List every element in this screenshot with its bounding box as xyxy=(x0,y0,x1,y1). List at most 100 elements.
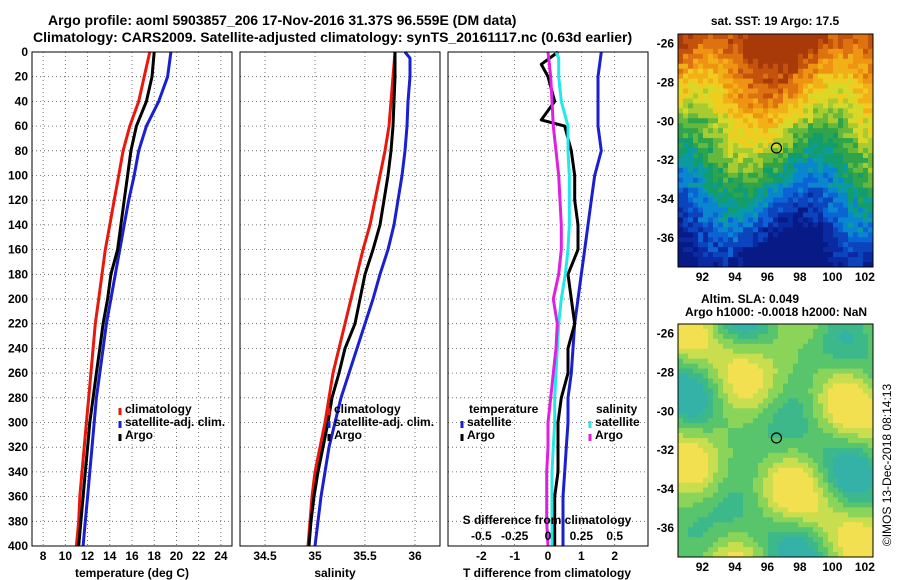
salinity-panel: 34.5 35 35.5 36 salinity climatology satell… xyxy=(239,51,441,580)
map-cell xyxy=(768,177,774,184)
map-cell xyxy=(848,192,854,198)
map-cell xyxy=(833,167,839,174)
map-cell xyxy=(803,472,809,479)
map-cell xyxy=(848,358,854,365)
map-cell xyxy=(853,378,859,384)
map-cell xyxy=(758,63,764,70)
series-line-temperature-satellite xyxy=(561,51,603,546)
map-cell xyxy=(848,467,854,474)
map-cell xyxy=(818,428,824,434)
map-cell xyxy=(718,452,724,459)
map-cell xyxy=(808,232,814,238)
map-cell xyxy=(693,53,699,60)
map-cell xyxy=(688,383,694,389)
map-cell xyxy=(848,502,854,508)
map-cell xyxy=(738,113,744,119)
map-cell xyxy=(858,227,864,233)
map-cell xyxy=(738,133,744,139)
map-cell xyxy=(853,413,859,419)
map-cell xyxy=(718,324,724,330)
map-cell xyxy=(733,123,739,129)
map-cell xyxy=(688,388,694,394)
map-cell xyxy=(708,472,714,479)
map-cell xyxy=(823,507,829,513)
map-cell xyxy=(688,83,694,89)
map-cell xyxy=(768,48,774,55)
map-cell xyxy=(768,418,774,424)
map-cell xyxy=(708,38,714,45)
map-cell xyxy=(743,123,749,129)
map-cell xyxy=(803,128,809,134)
difference-legend-temperature: temperature satellite Argo xyxy=(460,402,539,442)
map-cell xyxy=(728,482,734,488)
map-cell xyxy=(858,123,864,129)
map-cell xyxy=(783,447,789,454)
map-cell xyxy=(853,48,859,55)
map-cell xyxy=(678,197,684,203)
map-cell xyxy=(728,413,734,419)
map-cell xyxy=(713,537,719,543)
map-cell xyxy=(743,492,749,498)
map-cell xyxy=(708,527,714,533)
map-cell xyxy=(813,433,819,439)
map-cell xyxy=(818,472,824,479)
map-cell xyxy=(758,152,764,159)
map-cell xyxy=(843,542,849,548)
map-cell xyxy=(778,172,784,179)
map-cell xyxy=(763,43,769,50)
map-cell xyxy=(853,227,859,233)
map-cell xyxy=(683,262,689,268)
map-cell xyxy=(748,442,754,449)
map-cell xyxy=(708,212,714,218)
map-cell xyxy=(818,383,824,389)
map-cell xyxy=(788,93,794,99)
map-cell xyxy=(813,123,819,129)
map-cell xyxy=(683,502,689,508)
map-cell xyxy=(713,237,719,243)
map-cell xyxy=(693,378,699,384)
map-cell xyxy=(758,68,764,75)
map-cell xyxy=(703,418,709,424)
map-cell xyxy=(773,487,779,493)
map-cell xyxy=(848,552,854,558)
map-cell xyxy=(823,98,829,104)
map-cell xyxy=(753,497,759,503)
map-cell xyxy=(813,34,819,40)
map-cell xyxy=(818,108,824,114)
map-cell xyxy=(833,363,839,370)
map-cell xyxy=(853,403,859,409)
map-cell xyxy=(853,452,859,459)
map-cell xyxy=(833,103,839,109)
map-cell xyxy=(713,133,719,139)
map-cell xyxy=(853,393,859,399)
map-cell xyxy=(843,252,849,258)
map-cell xyxy=(733,252,739,258)
map-cell xyxy=(793,187,799,194)
map-cell xyxy=(828,118,834,124)
map-cell xyxy=(703,442,709,449)
map-cell xyxy=(858,487,864,493)
map-cell xyxy=(793,363,799,370)
map-cell xyxy=(698,48,704,55)
map-cell xyxy=(763,247,769,253)
map-cell xyxy=(868,177,874,184)
map-cell xyxy=(763,423,769,429)
map-cell xyxy=(708,532,714,538)
map-cell xyxy=(698,123,704,129)
map-cell xyxy=(688,88,694,94)
map-cell xyxy=(763,103,769,109)
map-cell xyxy=(813,197,819,203)
map-cell xyxy=(713,247,719,253)
map-cell xyxy=(723,48,729,55)
map-cell xyxy=(803,138,809,144)
map-cell xyxy=(793,262,799,268)
map-cell xyxy=(833,78,839,84)
map-cell xyxy=(768,462,774,469)
map-cell xyxy=(773,393,779,399)
map-cell xyxy=(723,482,729,488)
map-cell xyxy=(693,197,699,203)
map-cell xyxy=(753,48,759,55)
map-cell xyxy=(678,428,684,434)
map-cell xyxy=(853,128,859,134)
map-cell xyxy=(793,237,799,243)
